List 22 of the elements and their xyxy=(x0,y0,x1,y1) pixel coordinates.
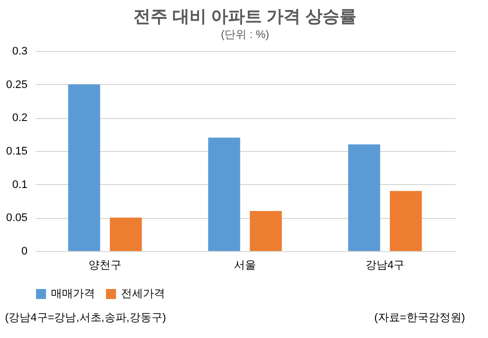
text: (자료=한국감정원) xyxy=(374,312,465,324)
y-tick-label: 0.05 xyxy=(6,212,28,224)
x-tick-label: 서울 xyxy=(234,260,256,272)
text: (강남4구=강남,서초,송파,강동구) xyxy=(5,312,166,324)
bar xyxy=(390,191,422,251)
y-tick-label: 0.15 xyxy=(6,146,28,158)
legend-label: 매매가격 xyxy=(51,288,95,300)
bar xyxy=(208,138,240,251)
bar xyxy=(110,218,142,251)
bar xyxy=(68,84,100,251)
y-tick-label: 0.1 xyxy=(12,178,28,191)
bar xyxy=(348,144,380,251)
bar xyxy=(250,211,282,251)
y-tick-label: 0.2 xyxy=(12,112,28,124)
y-tick-label: 0.3 xyxy=(12,46,28,58)
chart-subtitle: (단위 : %) xyxy=(220,29,270,41)
x-tick-label: 강남4구 xyxy=(365,260,405,272)
y-tick-label: 0 xyxy=(21,246,28,258)
chart-title: 전주 대비 아파트 가격 상승률 xyxy=(134,7,356,26)
legend-label: 전세가격 xyxy=(121,288,165,300)
y-tick-label: 0.25 xyxy=(6,78,28,91)
x-tick-label: 양천구 xyxy=(88,260,122,272)
